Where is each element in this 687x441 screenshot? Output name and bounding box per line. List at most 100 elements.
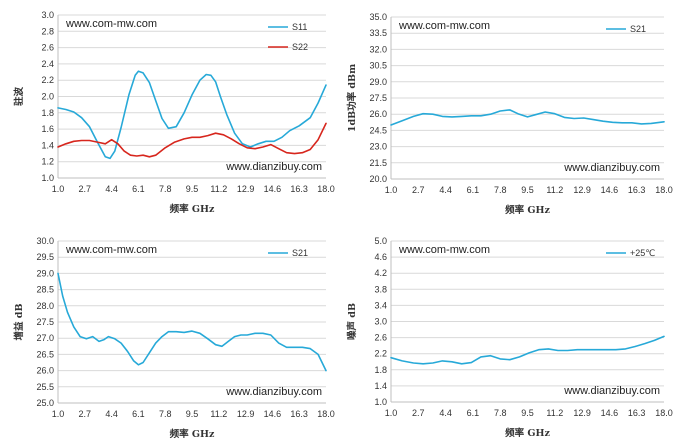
chart-1-ytick-8: 2.6	[41, 43, 54, 53]
chart-2-watermark-bottom: www.dianzibuy.com	[563, 162, 660, 174]
chart-1-ytick-6: 2.2	[41, 75, 54, 85]
chart-4-watermark-top: www.com-mw.com	[398, 244, 490, 256]
chart-2-watermark-top: www.com-mw.com	[398, 20, 490, 32]
chart-2-xtick-7: 12.9	[573, 185, 591, 195]
chart-1-ytick-7: 2.4	[41, 59, 54, 69]
chart-1-ytick-0: 1.0	[41, 173, 54, 183]
chart-4-ytick-7: 3.8	[374, 284, 387, 294]
chart-3-ytick-4: 27.0	[36, 333, 54, 343]
chart-3-xtick-8: 14.6	[264, 409, 282, 419]
chart-3-ytick-0: 25.0	[36, 398, 54, 408]
chart-1-xtick-3: 6.1	[132, 184, 145, 194]
chart-1-legend-label-1: S11	[292, 22, 307, 32]
chart-4-xtick-0: 1.0	[385, 408, 398, 418]
chart-4-xtick-2: 4.4	[439, 408, 452, 418]
chart-4-series-1-line	[390, 335, 665, 365]
chart-1: 1.0 1.2 1.4 1.6 1.8 2.0 2.2 2.4 2.6 2.8 3.0 1.0 2.7 4…	[13, 10, 335, 215]
chart-3-xtick-5: 9.5	[186, 409, 199, 419]
chart-4-ytick-5: 3.0	[374, 317, 387, 327]
chart-3-legend-label-1: S21	[292, 248, 308, 258]
chart-2-xtick-4: 7.8	[494, 185, 507, 195]
chart-4-xtick-4: 7.8	[494, 408, 507, 418]
chart-3-xtick-2: 4.4	[105, 409, 118, 419]
chart-4-x-axis-title: 频率 GHz	[505, 427, 550, 439]
chart-2-ytick-10: 35.0	[369, 12, 387, 22]
chart-1-ytick-5: 2.0	[41, 92, 54, 102]
chart-2-ytick-6: 29.0	[369, 77, 387, 87]
chart-3-x-axis-title: 频率 GHz	[170, 428, 215, 440]
chart-2-x-axis-title: 频率 GHz	[505, 204, 550, 216]
chart-2-xtick-8: 14.6	[601, 185, 619, 195]
chart-3-ytick-5: 27.5	[36, 317, 54, 327]
chart-4-watermark-bottom: www.dianzibuy.com	[563, 385, 660, 397]
chart-3-ytick-1: 25.5	[36, 382, 54, 392]
chart-3-xtick-9: 16.3	[290, 409, 308, 419]
chart-2-ytick-4: 26.0	[369, 109, 387, 119]
chart-4-ytick-8: 4.2	[374, 268, 387, 278]
chart-2-legend-label-1: S21	[630, 24, 646, 34]
chart-1-series-1-line	[57, 70, 327, 160]
chart-4-ytick-10: 5.0	[374, 236, 387, 246]
chart-3-xtick-0: 1.0	[52, 409, 65, 419]
chart-4-xtick-7: 12.9	[573, 408, 591, 418]
chart-4-xtick-9: 16.3	[628, 408, 646, 418]
chart-2-ytick-9: 33.5	[369, 28, 387, 38]
chart-1-xtick-4: 7.8	[159, 184, 172, 194]
chart-4-xtick-10: 18.0	[655, 408, 673, 418]
chart-2-xtick-3: 6.1	[467, 185, 480, 195]
chart-3-ytick-9: 29.5	[36, 252, 54, 262]
chart-3-ytick-7: 28.5	[36, 285, 54, 295]
chart-3-series-1-line	[57, 272, 327, 372]
chart-3-ytick-2: 26.0	[36, 366, 54, 376]
chart-2-series-1-line	[390, 109, 665, 126]
chart-1-xtick-1: 2.7	[79, 184, 92, 194]
chart-3-ytick-3: 26.5	[36, 349, 54, 359]
chart-4-y-axis-title: 噪声 dB	[346, 303, 358, 340]
chart-4-xtick-1: 2.7	[412, 408, 425, 418]
chart-3-xtick-4: 7.8	[159, 409, 172, 419]
chart-1-x-axis-title: 频率 GHz	[170, 203, 215, 215]
chart-4-ytick-1: 1.4	[374, 381, 387, 391]
chart-1-xtick-7: 12.9	[237, 184, 255, 194]
chart-4-legend-label-1: +25℃	[630, 248, 655, 258]
chart-4-ytick-2: 1.8	[374, 365, 387, 375]
chart-3-xtick-1: 2.7	[79, 409, 92, 419]
chart-4-ytick-6: 3.4	[374, 300, 387, 310]
chart-1-xtick-8: 14.6	[264, 184, 282, 194]
chart-4-xtick-6: 11.2	[546, 408, 563, 418]
chart-1-legend-label-2: S22	[292, 42, 308, 52]
chart-2-ytick-7: 30.5	[369, 61, 387, 71]
chart-3-xtick-6: 11.2	[210, 409, 227, 419]
chart-2-xtick-1: 2.7	[412, 185, 425, 195]
chart-3-xtick-3: 6.1	[132, 409, 145, 419]
chart-3-y-axis-title: 增益 dB	[13, 304, 25, 341]
chart-4-xtick-3: 6.1	[467, 408, 480, 418]
chart-3: 25.0 25.5 26.0 26.5 27.0 27.5 28.0 28.5 29.0 29.5…	[13, 236, 335, 440]
chart-3-ytick-10: 30.0	[36, 236, 54, 246]
chart-1-xtick-6: 11.2	[210, 184, 227, 194]
chart-1-xtick-5: 9.5	[186, 184, 199, 194]
chart-2-ytick-0: 20.0	[369, 174, 387, 184]
chart-1-series-2-line	[57, 122, 327, 158]
chart-1-xtick-2: 4.4	[105, 184, 118, 194]
chart-1-watermark-top: www.com-mw.com	[65, 18, 157, 30]
chart-2-xtick-6: 11.2	[546, 185, 563, 195]
chart-2-xtick-5: 9.5	[521, 185, 534, 195]
chart-4-ytick-3: 2.2	[374, 349, 387, 359]
chart-2-ytick-8: 32.0	[369, 44, 387, 54]
chart-3-watermark-top: www.com-mw.com	[65, 244, 157, 256]
chart-1-xtick-0: 1.0	[52, 184, 65, 194]
chart-2-xtick-9: 16.3	[628, 185, 646, 195]
chart-3-ytick-6: 28.0	[36, 301, 54, 311]
chart-4-ytick-4: 2.6	[374, 333, 387, 343]
chart-1-ytick-10: 3.0	[41, 10, 54, 20]
chart-1-xtick-10: 18.0	[317, 184, 335, 194]
chart-2: 20.0 21.5 23.0 24.5 26.0 27.5 29.0 30.5 32.0 33.5…	[346, 12, 673, 216]
chart-4: 1.0 1.4 1.8 2.2 2.6 3.0 3.4 3.8 4.2 4.6 5.0 1.0 2.7 4…	[346, 236, 673, 439]
chart-1-watermark-bottom: www.dianzibuy.com	[225, 161, 322, 173]
chart-4-ytick-0: 1.0	[374, 397, 387, 407]
chart-1-ytick-1: 1.2	[41, 157, 54, 167]
chart-1-ytick-3: 1.6	[41, 124, 54, 134]
chart-2-xtick-10: 18.0	[655, 185, 673, 195]
